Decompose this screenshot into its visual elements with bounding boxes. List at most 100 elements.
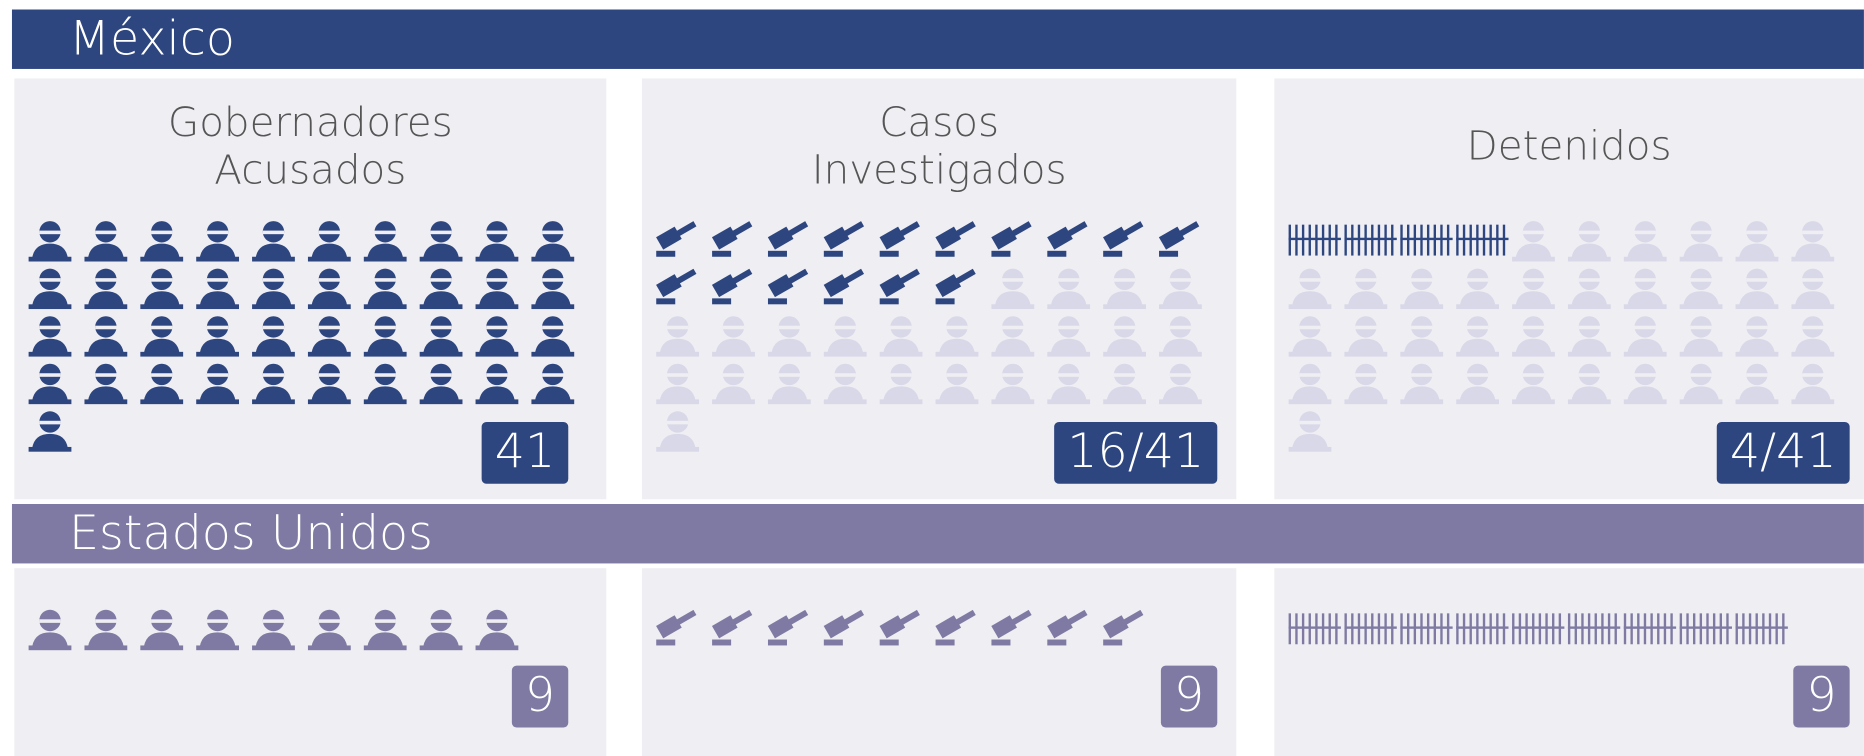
icon-base bbox=[475, 399, 519, 405]
icon-base bbox=[1047, 399, 1091, 405]
icon-highlighted bbox=[84, 363, 128, 405]
icon-band bbox=[666, 373, 689, 377]
icon-base bbox=[307, 645, 351, 651]
icon bbox=[1159, 268, 1202, 310]
jail-bar bbox=[1301, 613, 1305, 645]
jail-bar bbox=[1351, 613, 1354, 645]
badge bbox=[1716, 421, 1850, 484]
icon-base bbox=[307, 399, 351, 405]
icon-base bbox=[656, 351, 700, 357]
icon-body bbox=[1571, 338, 1608, 354]
icon-base bbox=[823, 351, 867, 357]
icon-highlighted bbox=[84, 268, 128, 310]
icon-body bbox=[1106, 386, 1143, 401]
icon-body bbox=[199, 386, 236, 401]
icon-highlighted bbox=[475, 363, 519, 405]
icon-band bbox=[1169, 373, 1192, 377]
icon-highlighted bbox=[1400, 224, 1453, 256]
jail-bar bbox=[1371, 613, 1374, 645]
icon bbox=[1791, 221, 1835, 262]
icon-highlighted bbox=[307, 268, 351, 310]
jail-bar bbox=[1532, 613, 1535, 645]
icon-body bbox=[1292, 433, 1328, 449]
icon-base bbox=[1679, 351, 1723, 357]
icon-band bbox=[39, 278, 61, 282]
icon bbox=[1567, 363, 1611, 405]
panel-title: Gobernadores bbox=[168, 98, 453, 146]
icon-base bbox=[1159, 399, 1202, 405]
icon-highlighted bbox=[991, 609, 1032, 646]
icon-highlighted bbox=[140, 316, 184, 357]
gavel-handle bbox=[728, 268, 753, 286]
icon bbox=[1735, 316, 1779, 357]
icon-base bbox=[531, 399, 575, 405]
icon-highlighted bbox=[1623, 613, 1677, 645]
jail-bar bbox=[1574, 613, 1577, 645]
icon-base bbox=[307, 256, 351, 262]
jail-bar bbox=[1581, 613, 1584, 645]
icon-body bbox=[827, 386, 864, 401]
jail-bar bbox=[1406, 613, 1410, 645]
jail-bar bbox=[1782, 613, 1785, 645]
icon-base bbox=[28, 645, 72, 651]
icon-band bbox=[1411, 373, 1433, 377]
icon-base bbox=[1791, 399, 1835, 405]
icon-highlighted bbox=[935, 268, 976, 305]
icon-highlighted bbox=[140, 609, 184, 651]
icon-highlighted bbox=[252, 221, 295, 262]
gavel-handle bbox=[784, 609, 809, 627]
icon-highlighted bbox=[363, 268, 407, 310]
icon bbox=[1567, 268, 1611, 310]
icon-highlighted bbox=[1400, 613, 1453, 645]
jail-bar bbox=[1384, 613, 1387, 645]
icon-body bbox=[423, 386, 459, 401]
icon-band bbox=[542, 230, 564, 235]
icon-body bbox=[1627, 243, 1664, 258]
icon-band bbox=[1746, 230, 1768, 235]
gavel-handle bbox=[840, 221, 865, 239]
icon-highlighted bbox=[196, 316, 239, 357]
icon-band bbox=[374, 373, 396, 377]
icon-base bbox=[475, 256, 519, 262]
icon-band bbox=[1690, 325, 1712, 330]
jail-bar bbox=[1400, 613, 1403, 645]
icon-base bbox=[1791, 304, 1835, 310]
jail-bar bbox=[1755, 613, 1758, 645]
icon-band bbox=[151, 373, 173, 377]
jail-rail bbox=[1288, 237, 1341, 241]
gavel-handle bbox=[952, 221, 976, 239]
icon-body bbox=[32, 433, 68, 449]
icon-body bbox=[995, 338, 1031, 354]
icon-body bbox=[1459, 291, 1496, 306]
icon-band bbox=[1002, 373, 1024, 377]
gavel-base bbox=[935, 250, 955, 257]
icon-band bbox=[722, 373, 745, 377]
icon-base bbox=[196, 351, 239, 357]
icon-base bbox=[1567, 256, 1611, 262]
icon-gavel bbox=[656, 221, 697, 250]
gavel-handle bbox=[672, 221, 697, 239]
icon-base bbox=[1791, 351, 1835, 357]
icon bbox=[1456, 268, 1499, 310]
icon-band bbox=[486, 619, 508, 623]
icon-body bbox=[143, 386, 180, 401]
gavel-handle bbox=[896, 221, 920, 239]
icon-body bbox=[534, 338, 571, 354]
icon-base bbox=[823, 399, 867, 405]
badge-text: 41 bbox=[495, 424, 555, 479]
icon bbox=[1344, 363, 1388, 405]
icon-band bbox=[778, 373, 801, 377]
jail-rail bbox=[1735, 626, 1788, 629]
badge bbox=[1054, 421, 1218, 484]
icon-band bbox=[151, 230, 173, 235]
icon-base bbox=[1047, 304, 1091, 310]
icon-gavel bbox=[656, 268, 697, 298]
jail-rail bbox=[1400, 626, 1453, 629]
jail-bar bbox=[1377, 613, 1381, 645]
jail-bar bbox=[1518, 613, 1522, 645]
icon-gavel bbox=[767, 221, 809, 250]
icon-body bbox=[423, 632, 459, 647]
icon-base bbox=[363, 304, 407, 310]
jail-rail bbox=[1344, 626, 1397, 629]
icon-highlighted bbox=[252, 363, 295, 405]
